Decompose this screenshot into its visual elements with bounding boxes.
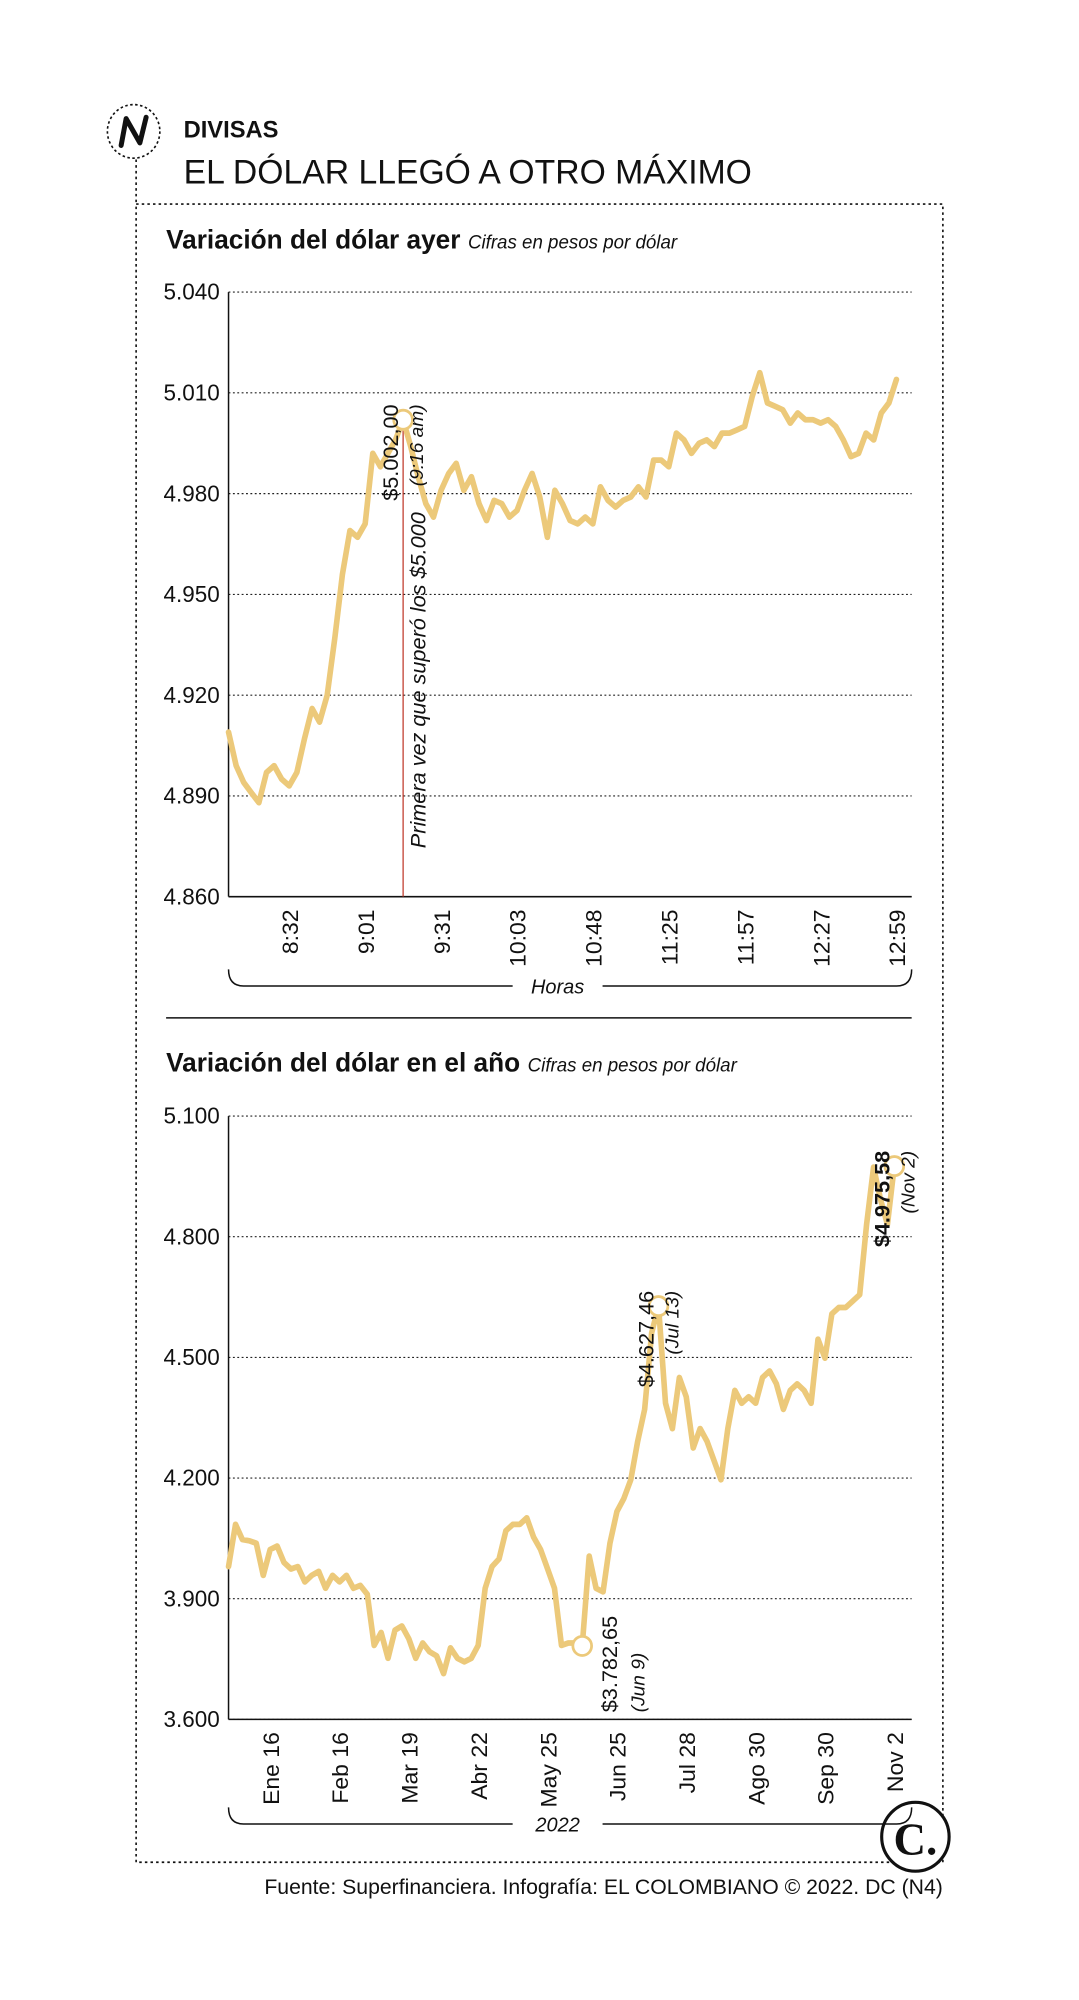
y-tick-label: 4.950 — [164, 581, 220, 607]
y-tick-label: 5.100 — [164, 1103, 220, 1129]
highlight-label: $3.782,65 — [598, 1616, 622, 1712]
highlight-note: (Jul 13) — [663, 1291, 684, 1355]
x-tick-label: Jul 28 — [674, 1732, 700, 1793]
highlight-label: $4.975,58 — [871, 1151, 895, 1247]
chart-title-group: Variación del dólar en el año Cifras en p… — [166, 1047, 737, 1077]
x-axis-label: 2022 — [534, 1814, 579, 1836]
x-tick-label: Ene 16 — [258, 1732, 284, 1805]
x-tick-label: Jun 25 — [605, 1732, 631, 1801]
x-tick-label: Feb 16 — [327, 1732, 353, 1803]
y-tick-label: 5.010 — [164, 379, 220, 405]
highlight-marker — [883, 1155, 906, 1178]
chart-subtitle: Cifras en pesos por dólar — [468, 233, 678, 254]
x-bracket — [227, 969, 913, 987]
highlight-note: (Nov 2) — [898, 1151, 919, 1214]
x-tick-label: 10:03 — [505, 909, 531, 966]
y-tick-label: 4.800 — [164, 1223, 220, 1249]
chart-subtitle: Cifras en pesos por dólar — [528, 1055, 738, 1076]
highlight-marker — [392, 408, 414, 431]
y-tick-label: 4.500 — [164, 1344, 220, 1370]
y-tick-label: 3.900 — [164, 1585, 220, 1611]
highlight-label: $4.627,46 — [635, 1291, 659, 1387]
price-line — [225, 369, 900, 806]
x-tick-label: Mar 19 — [397, 1732, 423, 1803]
frame — [135, 203, 944, 1864]
highlight-marker — [571, 1634, 593, 1657]
annotation: Primera vez que superó los $5.000 — [407, 512, 431, 848]
x-tick-label: Abr 22 — [466, 1732, 492, 1800]
x-axis-label: Horas — [531, 976, 584, 998]
x-tick-label: 9:01 — [353, 909, 379, 954]
source: Fuente: Superfinanciera. Infografía: EL … — [264, 1875, 943, 1899]
x-bracket — [227, 1807, 913, 1825]
highlight-note: (9:16 am) — [407, 404, 428, 486]
y-tick-label: 3.600 — [164, 1706, 220, 1732]
x-tick-label: May 25 — [536, 1732, 562, 1807]
y-tick-label: 5.040 — [164, 279, 220, 305]
y-tick-label: 4.860 — [164, 883, 220, 909]
x-tick-label: 11:25 — [657, 909, 683, 965]
highlight-marker — [647, 1295, 670, 1318]
page-title: EL DÓLAR LLEGÓ A OTRO MÁXIMO — [184, 153, 752, 191]
x-tick-label: 12:27 — [809, 909, 835, 966]
highlight-label: $5.002,00 — [379, 404, 403, 500]
y-tick-label: 4.980 — [164, 480, 220, 506]
price-line — [225, 1163, 898, 1677]
brand-logo — [880, 1800, 951, 1873]
x-tick-label: 9:31 — [429, 909, 455, 954]
brand-mark: C. — [894, 1814, 938, 1865]
x-tick-label: 8:32 — [277, 909, 303, 954]
x-tick-label: 12:59 — [884, 909, 910, 966]
chart-title: Variación del dólar ayer — [166, 224, 460, 254]
logo-ring — [106, 103, 161, 159]
logo-icon — [118, 114, 149, 148]
x-tick-label: Nov 2 — [882, 1732, 908, 1792]
x-tick-label: Ago 30 — [744, 1732, 770, 1805]
x-tick-label: 10:48 — [581, 909, 607, 966]
highlight-note: (Jun 9) — [629, 1653, 650, 1713]
section-label: DIVISAS — [184, 117, 279, 144]
chart-title-group: Variación del dólar ayer Cifras en pesos … — [166, 224, 678, 254]
y-tick-label: 4.890 — [164, 782, 220, 808]
chart-title: Variación del dólar en el año — [166, 1047, 520, 1077]
y-tick-label: 4.200 — [164, 1464, 220, 1490]
y-tick-label: 4.920 — [164, 682, 220, 708]
x-tick-label: 11:57 — [733, 909, 759, 965]
x-tick-label: Sep 30 — [813, 1732, 839, 1805]
